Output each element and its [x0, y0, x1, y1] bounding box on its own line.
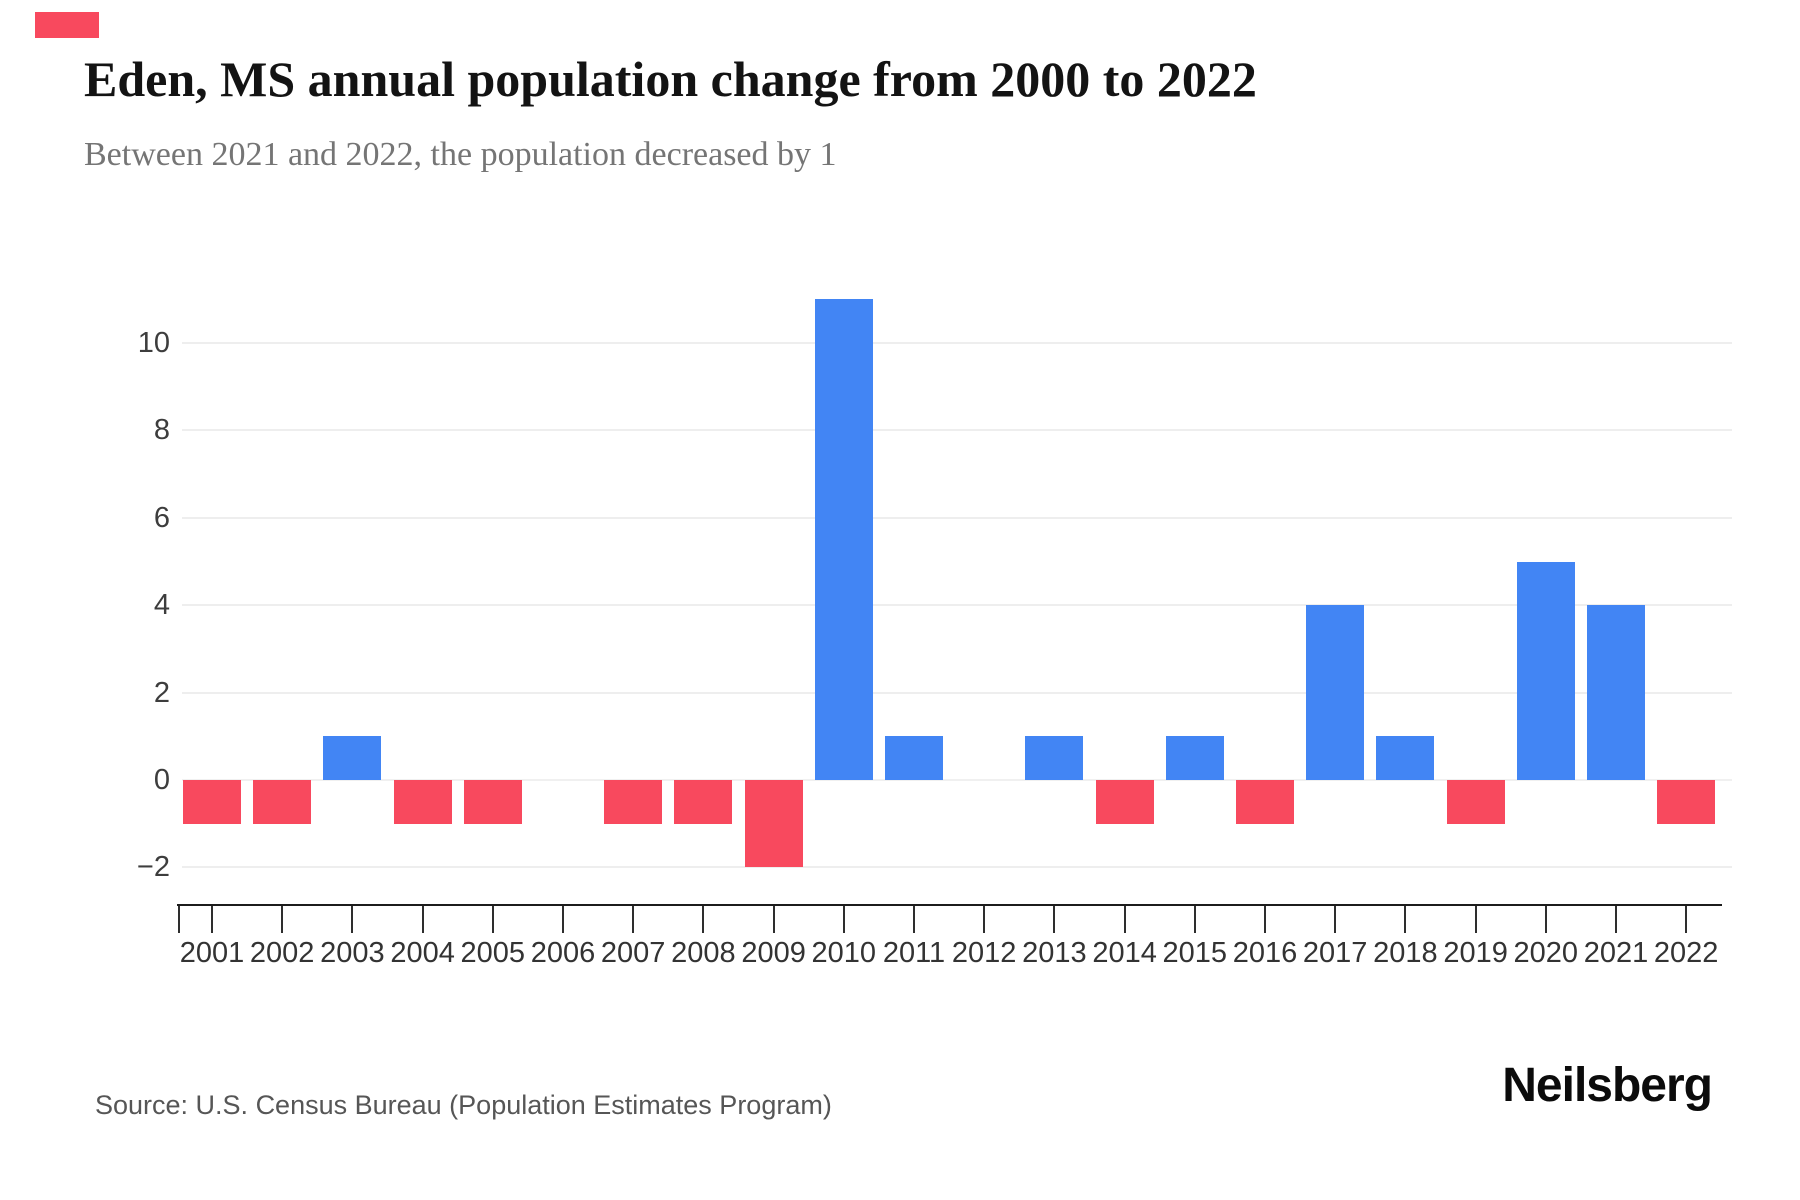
y-gridline: [182, 691, 1732, 694]
y-tick-label: 4: [153, 589, 170, 622]
chart-title: Eden, MS annual population change from 2…: [84, 51, 1257, 107]
bar-2003: [323, 736, 382, 780]
x-tick: [211, 906, 213, 933]
bar-2021: [1587, 605, 1645, 780]
bar-2010: [814, 299, 873, 780]
x-tick: [702, 906, 705, 933]
x-tick: [1474, 906, 1477, 933]
x-tick: [772, 906, 775, 933]
x-tick-label: 2021: [1583, 937, 1649, 969]
x-tick: [1264, 906, 1266, 933]
bar-2016: [1236, 780, 1294, 824]
x-tick: [281, 906, 284, 933]
x-tick: [842, 906, 845, 933]
bar-2015: [1165, 736, 1224, 780]
x-tick: [1053, 906, 1056, 933]
bar-2001: [183, 780, 241, 824]
y-gridline: [182, 516, 1732, 519]
x-tick-label: 2003: [320, 937, 385, 969]
x-tick-label: 2005: [460, 937, 526, 969]
y-gridline: [182, 342, 1732, 344]
x-tick-label: 2020: [1513, 937, 1579, 969]
bar-2014: [1095, 780, 1154, 824]
x-tick: [913, 906, 915, 933]
x-tick-label: 2010: [811, 937, 877, 969]
bar-2017: [1306, 605, 1365, 780]
x-axis-line: [177, 904, 1722, 906]
x-tick-label: 2017: [1302, 937, 1368, 969]
x-tick: [562, 906, 564, 933]
bar-2011: [885, 736, 943, 780]
x-tick-label: 2019: [1443, 937, 1508, 969]
x-tick-label: 2015: [1162, 937, 1228, 969]
x-tick: [1544, 906, 1547, 933]
x-tick: [1193, 906, 1196, 933]
x-tick: [1404, 906, 1407, 933]
x-tick-label: 2008: [671, 937, 736, 969]
x-tick-label: 2018: [1373, 937, 1438, 969]
x-tick-label: 2009: [741, 937, 806, 969]
y-tick-label: −2: [136, 851, 170, 884]
y-gridline: [182, 429, 1732, 432]
x-tick: [351, 906, 354, 933]
x-tick-label: 2001: [179, 937, 245, 969]
x-tick: [983, 906, 986, 933]
x-tick: [1685, 906, 1688, 933]
x-tick-label: 2014: [1092, 937, 1157, 969]
y-tick-label: 10: [137, 327, 170, 359]
bar-2019: [1446, 780, 1505, 824]
x-axis-start-tick: [178, 906, 180, 933]
x-tick-label: 2016: [1232, 937, 1298, 969]
bar-2009: [744, 780, 803, 868]
x-tick-label: 2013: [1022, 937, 1087, 969]
y-gridline: [182, 604, 1732, 607]
y-tick-label: 2: [153, 676, 170, 709]
x-tick-label: 2012: [951, 937, 1017, 969]
bar-2013: [1025, 736, 1084, 780]
bar-2007: [604, 780, 663, 824]
bar-2022: [1657, 780, 1716, 824]
bar-2008: [674, 780, 733, 824]
chart-subtitle: Between 2021 and 2022, the population de…: [84, 136, 837, 173]
x-tick: [1615, 906, 1617, 933]
x-tick: [632, 906, 635, 933]
x-tick: [421, 906, 424, 933]
x-tick-label: 2011: [882, 937, 946, 969]
neilsberg-logo: Neilsberg: [1502, 1059, 1713, 1112]
x-tick-label: 2022: [1653, 937, 1719, 969]
source-attribution: Source: U.S. Census Bureau (Population E…: [95, 1090, 832, 1120]
x-tick-label: 2002: [249, 937, 315, 969]
y-tick-label: 8: [153, 414, 170, 447]
x-tick: [1123, 906, 1126, 933]
x-tick-label: 2007: [600, 937, 666, 969]
y-tick-label: 0: [153, 764, 170, 796]
x-tick: [1334, 906, 1337, 933]
y-tick-label: 6: [153, 501, 170, 534]
bar-2002: [253, 780, 312, 824]
x-tick: [491, 906, 494, 933]
bar-2020: [1516, 561, 1575, 780]
y-gridline: [182, 866, 1732, 869]
brand-accent-mark: [35, 12, 99, 38]
bar-2018: [1376, 736, 1435, 780]
y-gridline: [182, 779, 1732, 781]
bar-2004: [393, 780, 452, 824]
bar-2005: [463, 780, 522, 824]
x-tick-label: 2004: [390, 937, 455, 969]
x-tick-label: 2006: [530, 937, 596, 969]
